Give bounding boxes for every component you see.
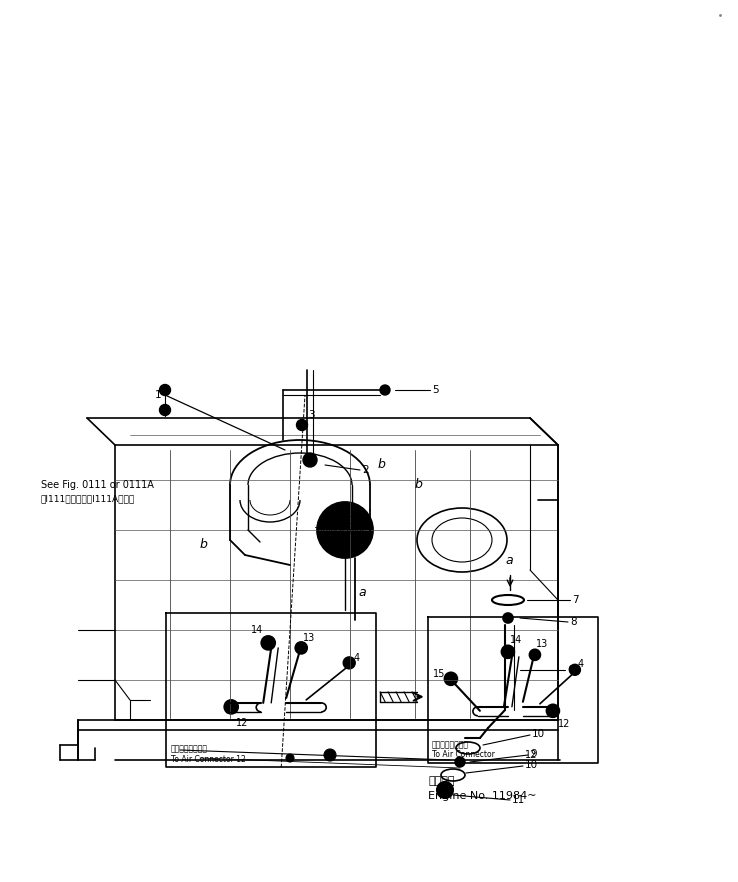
Text: 12: 12: [558, 719, 570, 729]
Text: 11: 11: [512, 795, 525, 805]
Text: To Air Connector 12: To Air Connector 12: [171, 755, 246, 764]
Circle shape: [303, 453, 317, 467]
Text: 7: 7: [572, 595, 579, 605]
Circle shape: [159, 405, 170, 415]
Text: 6: 6: [567, 665, 573, 675]
Text: 12: 12: [525, 750, 538, 760]
Circle shape: [380, 385, 390, 395]
Circle shape: [529, 649, 540, 661]
Text: 4: 4: [354, 653, 359, 663]
Text: b: b: [415, 479, 423, 491]
Circle shape: [297, 420, 308, 430]
Text: 15: 15: [433, 669, 445, 679]
Circle shape: [437, 782, 453, 798]
Text: a: a: [358, 587, 365, 600]
Text: ターボチャージャ: ターボチャージャ: [322, 515, 359, 525]
Text: To Air Connector: To Air Connector: [432, 751, 495, 759]
Text: Turbocharger: Turbocharger: [314, 527, 365, 536]
Circle shape: [501, 646, 514, 658]
Text: エアーコネクタへ: エアーコネクタへ: [432, 740, 469, 750]
Circle shape: [224, 700, 238, 714]
Ellipse shape: [441, 769, 465, 781]
Text: 10: 10: [532, 729, 545, 739]
Circle shape: [295, 642, 307, 654]
Text: 13: 13: [536, 639, 548, 649]
Text: 14: 14: [251, 624, 263, 635]
Text: 2: 2: [362, 465, 368, 475]
Text: Engine No. 11984~: Engine No. 11984~: [428, 791, 537, 801]
Circle shape: [317, 502, 373, 558]
Text: 14: 14: [510, 635, 523, 645]
Ellipse shape: [456, 742, 480, 754]
Text: 第Ⅰ111図または第Ⅰ111A図参照: 第Ⅰ111図または第Ⅰ111A図参照: [41, 494, 135, 503]
Circle shape: [444, 672, 458, 685]
Text: b: b: [378, 459, 386, 472]
Circle shape: [286, 754, 294, 762]
Circle shape: [455, 757, 465, 767]
Text: エアーコネクタへ: エアーコネクタへ: [171, 744, 208, 754]
Circle shape: [343, 657, 355, 669]
Circle shape: [159, 385, 170, 395]
Text: 10: 10: [525, 760, 538, 770]
Text: a: a: [505, 554, 513, 566]
Text: 4: 4: [578, 659, 584, 669]
Text: 12: 12: [236, 718, 249, 728]
Text: 1: 1: [155, 390, 162, 400]
Text: b: b: [200, 539, 208, 551]
Circle shape: [261, 636, 275, 650]
Text: See Fig. 0111 or 0111A: See Fig. 0111 or 0111A: [41, 480, 154, 490]
Text: 8: 8: [570, 617, 576, 627]
Ellipse shape: [492, 595, 524, 605]
Text: 5: 5: [432, 385, 438, 395]
Circle shape: [324, 749, 336, 761]
Text: 9: 9: [530, 749, 537, 759]
Circle shape: [546, 705, 559, 717]
Text: 適用号機: 適用号機: [428, 776, 455, 786]
Circle shape: [503, 613, 513, 623]
Circle shape: [327, 512, 363, 548]
Text: 13: 13: [303, 633, 315, 643]
Text: 3: 3: [308, 410, 314, 420]
Circle shape: [570, 664, 580, 676]
